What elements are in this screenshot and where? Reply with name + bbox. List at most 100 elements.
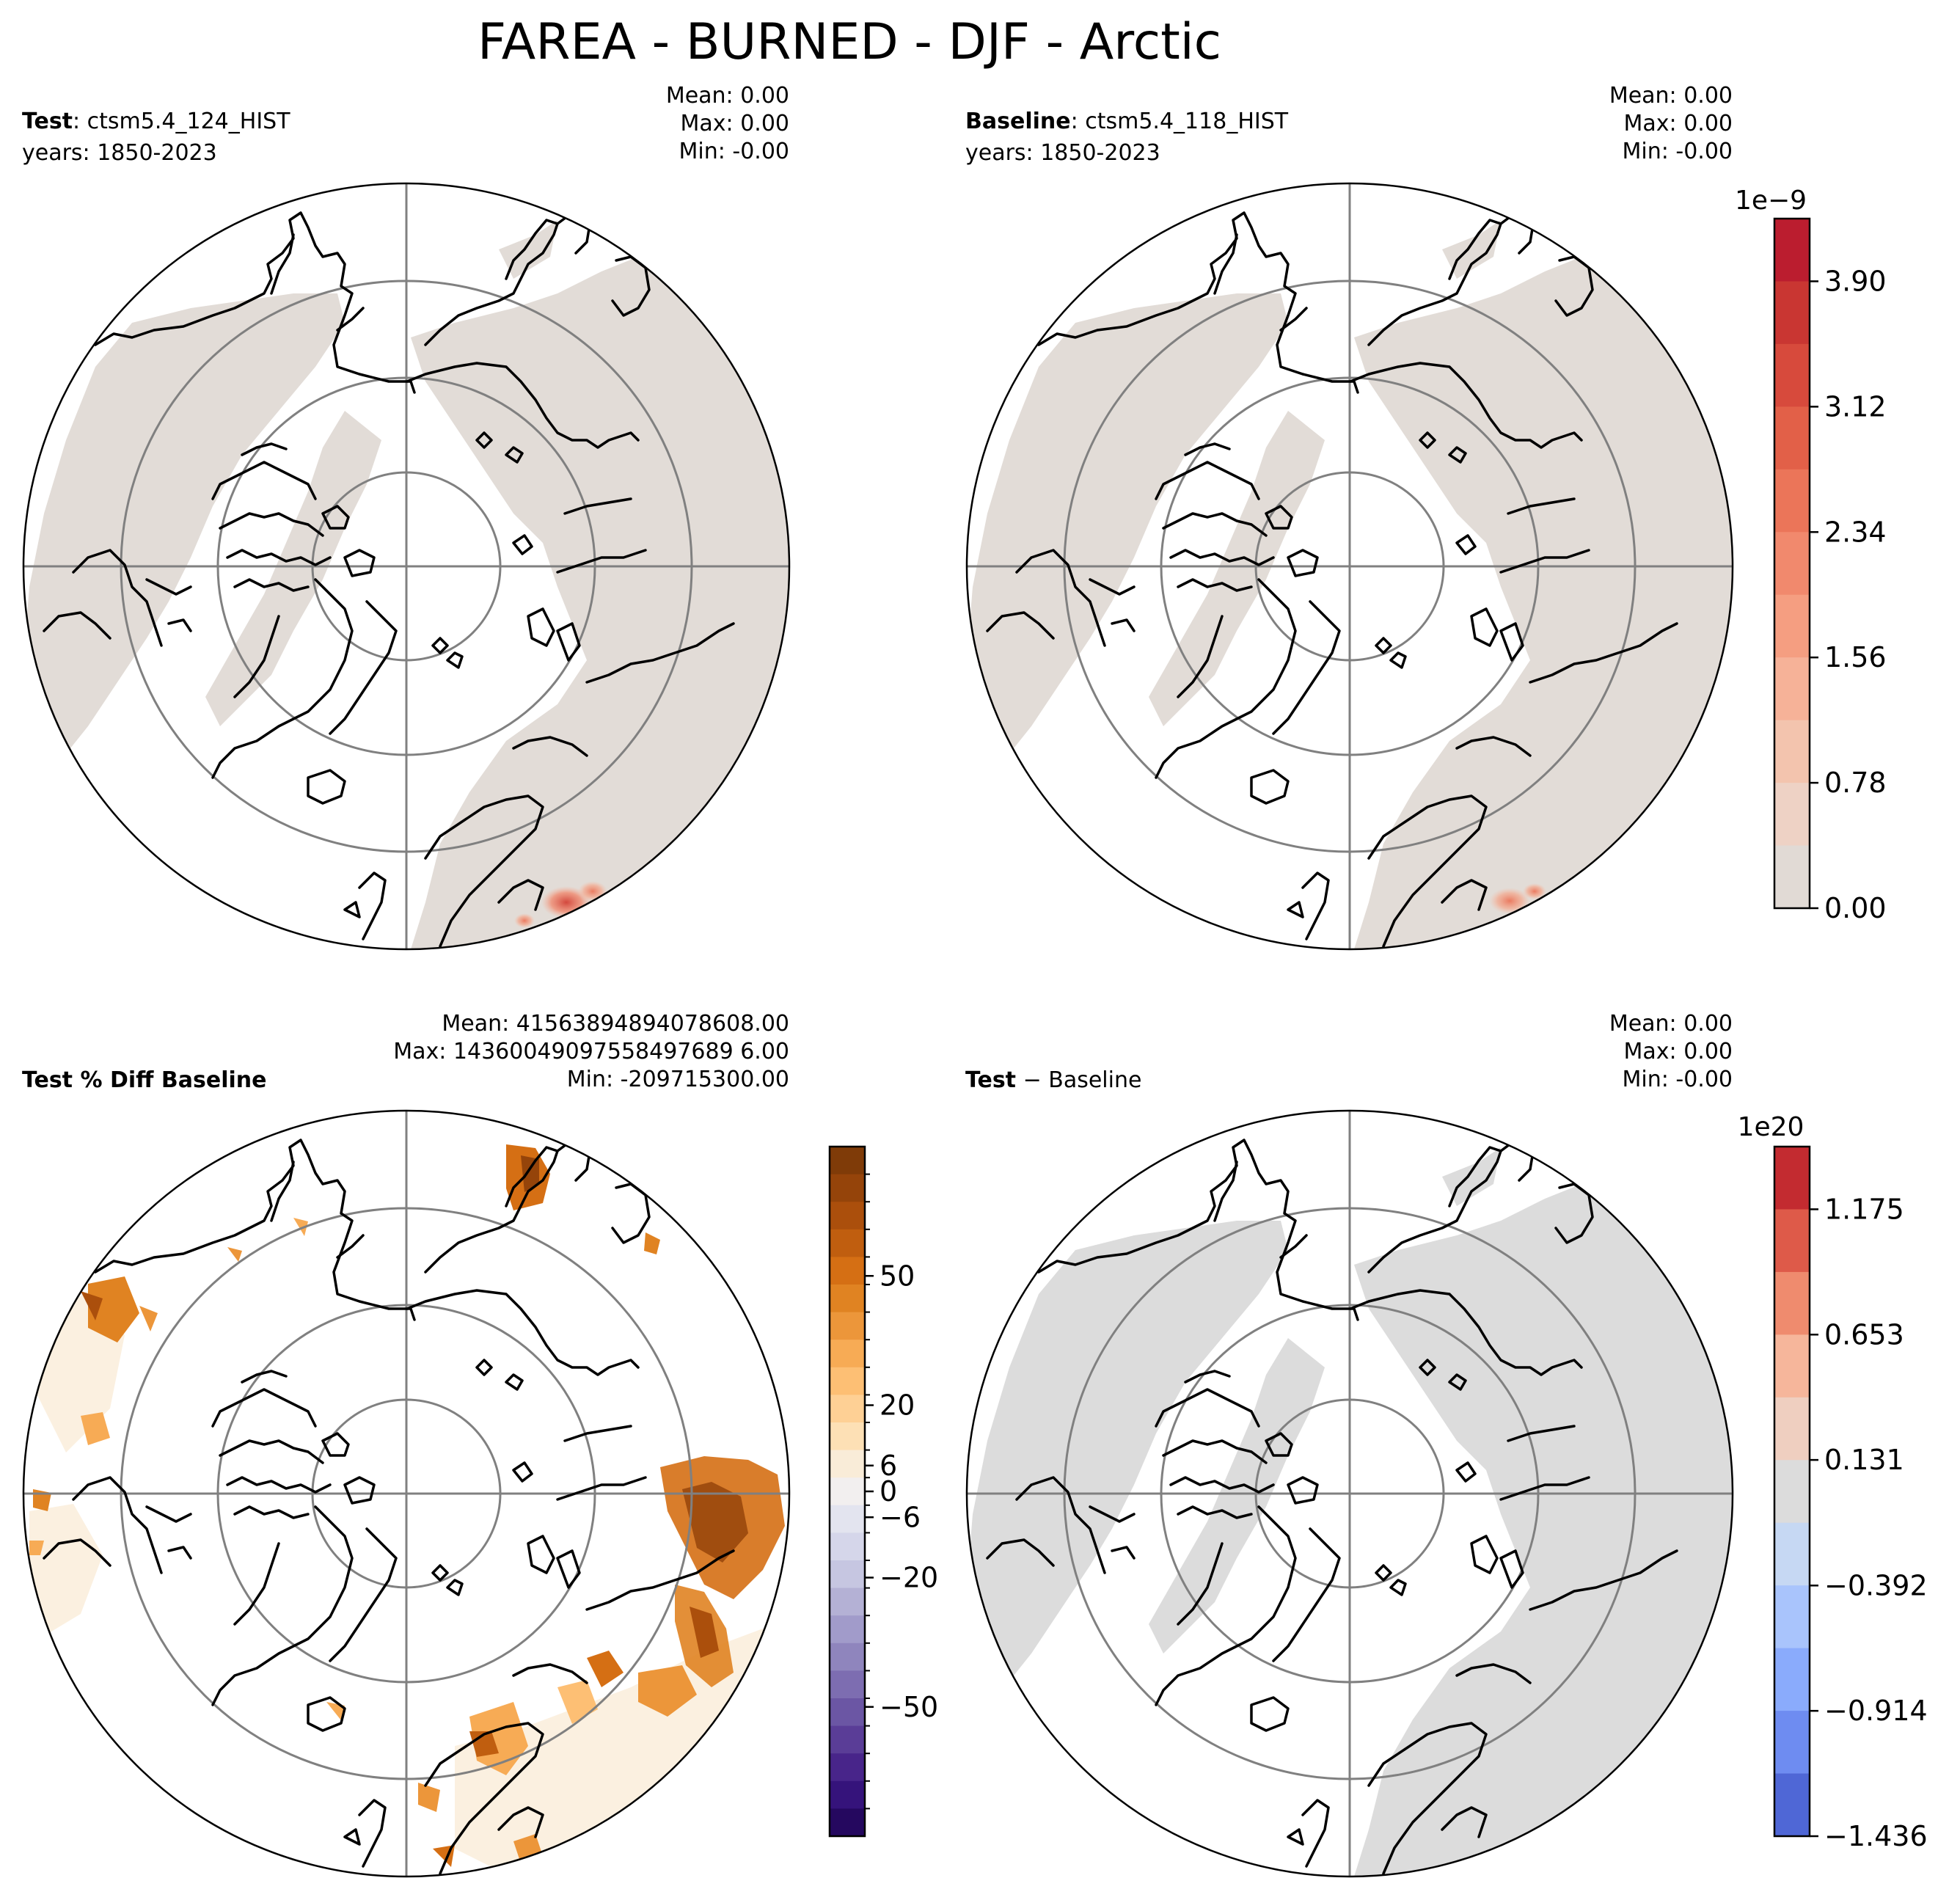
diff-map-border bbox=[965, 1109, 1734, 1878]
colorbar-d-swatch bbox=[1774, 1711, 1810, 1775]
pctdiff-max: Max: 14360049097558497689 6.00 bbox=[393, 1039, 789, 1064]
baseline-label-rest: : ctsm5.4_118_HIST bbox=[1071, 109, 1289, 134]
colorbar-b-scale: 1e−9 bbox=[1735, 186, 1807, 216]
diff-min: Min: -0.00 bbox=[1623, 1067, 1733, 1092]
colorbar-d-frame bbox=[1773, 1145, 1811, 1838]
colorbar-b-swatch bbox=[1774, 657, 1810, 721]
test-label-bold: Test bbox=[22, 109, 73, 134]
colorbar-c-swatch bbox=[830, 1202, 865, 1230]
pctdiff-map-border bbox=[22, 1109, 791, 1878]
figure-title: FAREA - BURNED - DJF - Arctic bbox=[478, 13, 1221, 71]
colorbar-c-swatch bbox=[830, 1505, 865, 1533]
colorbar-d-swatch bbox=[1774, 1271, 1810, 1335]
colorbar-b-swatch bbox=[1774, 469, 1810, 533]
colorbar-b-swatch bbox=[1774, 406, 1810, 470]
baseline-map bbox=[967, 183, 1733, 949]
colorbar-c-tick-label: −6 bbox=[880, 1501, 921, 1533]
pctdiff-min: Min: -209715300.00 bbox=[567, 1067, 789, 1092]
colorbar-c: 50 20 60−6 −20 −50 bbox=[828, 1145, 938, 1838]
colorbar-c-swatch bbox=[830, 1340, 865, 1368]
diff-label: Test − Baseline bbox=[965, 1067, 1141, 1093]
test-label-rest: : ctsm5.4_124_HIST bbox=[73, 109, 290, 134]
pctdiff-map bbox=[23, 1111, 789, 1877]
test-hotspot-3 bbox=[514, 913, 535, 928]
colorbar-b-swatch bbox=[1774, 281, 1810, 345]
test-hotspot-2 bbox=[578, 881, 607, 902]
colorbar-d-swatch bbox=[1774, 1334, 1810, 1398]
baseline-min: Min: -0.00 bbox=[1623, 139, 1733, 164]
baseline-hotspot bbox=[1489, 888, 1530, 914]
colorbar-b-swatch bbox=[1774, 343, 1810, 407]
colorbar-c-swatch bbox=[830, 1560, 865, 1589]
test-label: Test: ctsm5.4_124_HIST bbox=[22, 109, 290, 134]
diff-label-rest: − Baseline bbox=[1016, 1067, 1141, 1093]
colorbar-d-scale: 1e20 bbox=[1738, 1112, 1804, 1142]
colorbar-c-swatch bbox=[830, 1174, 865, 1202]
colorbar-c-swatch bbox=[830, 1367, 865, 1395]
baseline-years: years: 1850-2023 bbox=[965, 140, 1160, 166]
colorbar-b-tick-label: 0.78 bbox=[1824, 767, 1887, 799]
diff-mean: Mean: 0.00 bbox=[1609, 1011, 1733, 1037]
baseline-map-border bbox=[965, 182, 1734, 951]
colorbar-c-swatch bbox=[830, 1587, 865, 1616]
colorbar-c-tick-label: 0 bbox=[880, 1475, 897, 1508]
colorbar-c-swatch bbox=[830, 1422, 865, 1451]
colorbar-d-tick-label: 0.653 bbox=[1824, 1318, 1904, 1351]
colorbar-d-swatch bbox=[1774, 1522, 1810, 1586]
colorbar-c-swatch bbox=[830, 1615, 865, 1644]
colorbar-b-tick-label: 3.90 bbox=[1824, 265, 1887, 297]
colorbar-c-tick-label: −20 bbox=[880, 1562, 938, 1594]
colorbar-d-tick-label: −0.914 bbox=[1824, 1695, 1928, 1727]
baseline-max: Max: 0.00 bbox=[1624, 111, 1733, 136]
colorbar-c-swatch bbox=[830, 1477, 865, 1506]
colorbar-c-swatch bbox=[830, 1312, 865, 1340]
test-mean: Mean: 0.00 bbox=[666, 83, 789, 109]
colorbar-c-tick-label: 20 bbox=[880, 1389, 915, 1422]
colorbar-d-swatch bbox=[1774, 1209, 1810, 1273]
diff-map bbox=[967, 1111, 1733, 1877]
colorbar-b-swatch bbox=[1774, 219, 1810, 282]
colorbar-c-swatch bbox=[830, 1670, 865, 1699]
panel-baseline: Baseline: ctsm5.4_118_HIST years: 1850-2… bbox=[965, 83, 1887, 951]
colorbar-d-swatch bbox=[1774, 1147, 1810, 1210]
diff-label-bold: Test bbox=[965, 1067, 1016, 1093]
colorbar-d-tick-label: −0.392 bbox=[1824, 1569, 1928, 1601]
test-min: Min: -0.00 bbox=[679, 139, 790, 164]
colorbar-b-swatch bbox=[1774, 783, 1810, 847]
colorbar-d-swatch bbox=[1774, 1773, 1810, 1837]
colorbar-b: 3.90 3.12 2.34 1.56 0.78 0.00 bbox=[1773, 217, 1887, 924]
colorbar-b-swatch bbox=[1774, 720, 1810, 783]
colorbar-c-swatch bbox=[830, 1532, 865, 1561]
colorbar-d-swatch bbox=[1774, 1585, 1810, 1649]
colorbar-c-tick-label: 6 bbox=[880, 1450, 897, 1482]
colorbar-d-swatch bbox=[1774, 1460, 1810, 1524]
baseline-hotspot-2 bbox=[1523, 883, 1546, 899]
colorbar-c-swatch bbox=[830, 1147, 865, 1175]
colorbar-b-tick-label: 0.00 bbox=[1824, 892, 1887, 924]
colorbar-d-tick-label: −1.436 bbox=[1824, 1820, 1928, 1852]
test-max: Max: 0.00 bbox=[681, 111, 789, 136]
colorbar-b-swatch bbox=[1774, 532, 1810, 596]
colorbar-c-swatch bbox=[830, 1643, 865, 1671]
baseline-mean: Mean: 0.00 bbox=[1609, 83, 1733, 109]
colorbar-d-swatch bbox=[1774, 1397, 1810, 1461]
colorbar-b-swatch bbox=[1774, 594, 1810, 658]
test-map bbox=[23, 183, 789, 949]
test-years: years: 1850-2023 bbox=[22, 140, 217, 166]
panel-test: Test: ctsm5.4_124_HIST years: 1850-2023 … bbox=[22, 83, 791, 951]
colorbar-c-swatch bbox=[830, 1285, 865, 1313]
diff-max: Max: 0.00 bbox=[1624, 1039, 1733, 1064]
colorbar-b-tick-label: 2.34 bbox=[1824, 516, 1887, 548]
colorbar-d: 1.175 0.653 0.131 −0.392 −0.914 −1.436 bbox=[1773, 1145, 1928, 1852]
colorbar-b-tick-label: 1.56 bbox=[1824, 641, 1887, 673]
panel-percent-diff: Test % Diff Baseline Mean: 4156389489407… bbox=[22, 1011, 938, 1878]
colorbar-c-swatch bbox=[830, 1725, 865, 1754]
colorbar-c-swatch bbox=[830, 1753, 865, 1782]
colorbar-c-swatch bbox=[830, 1395, 865, 1423]
colorbar-c-swatch bbox=[830, 1450, 865, 1478]
colorbar-b-swatch bbox=[1774, 845, 1810, 909]
colorbar-c-swatch bbox=[830, 1698, 865, 1727]
colorbar-c-swatch bbox=[830, 1808, 865, 1837]
colorbar-c-tick-label: 50 bbox=[880, 1260, 915, 1292]
